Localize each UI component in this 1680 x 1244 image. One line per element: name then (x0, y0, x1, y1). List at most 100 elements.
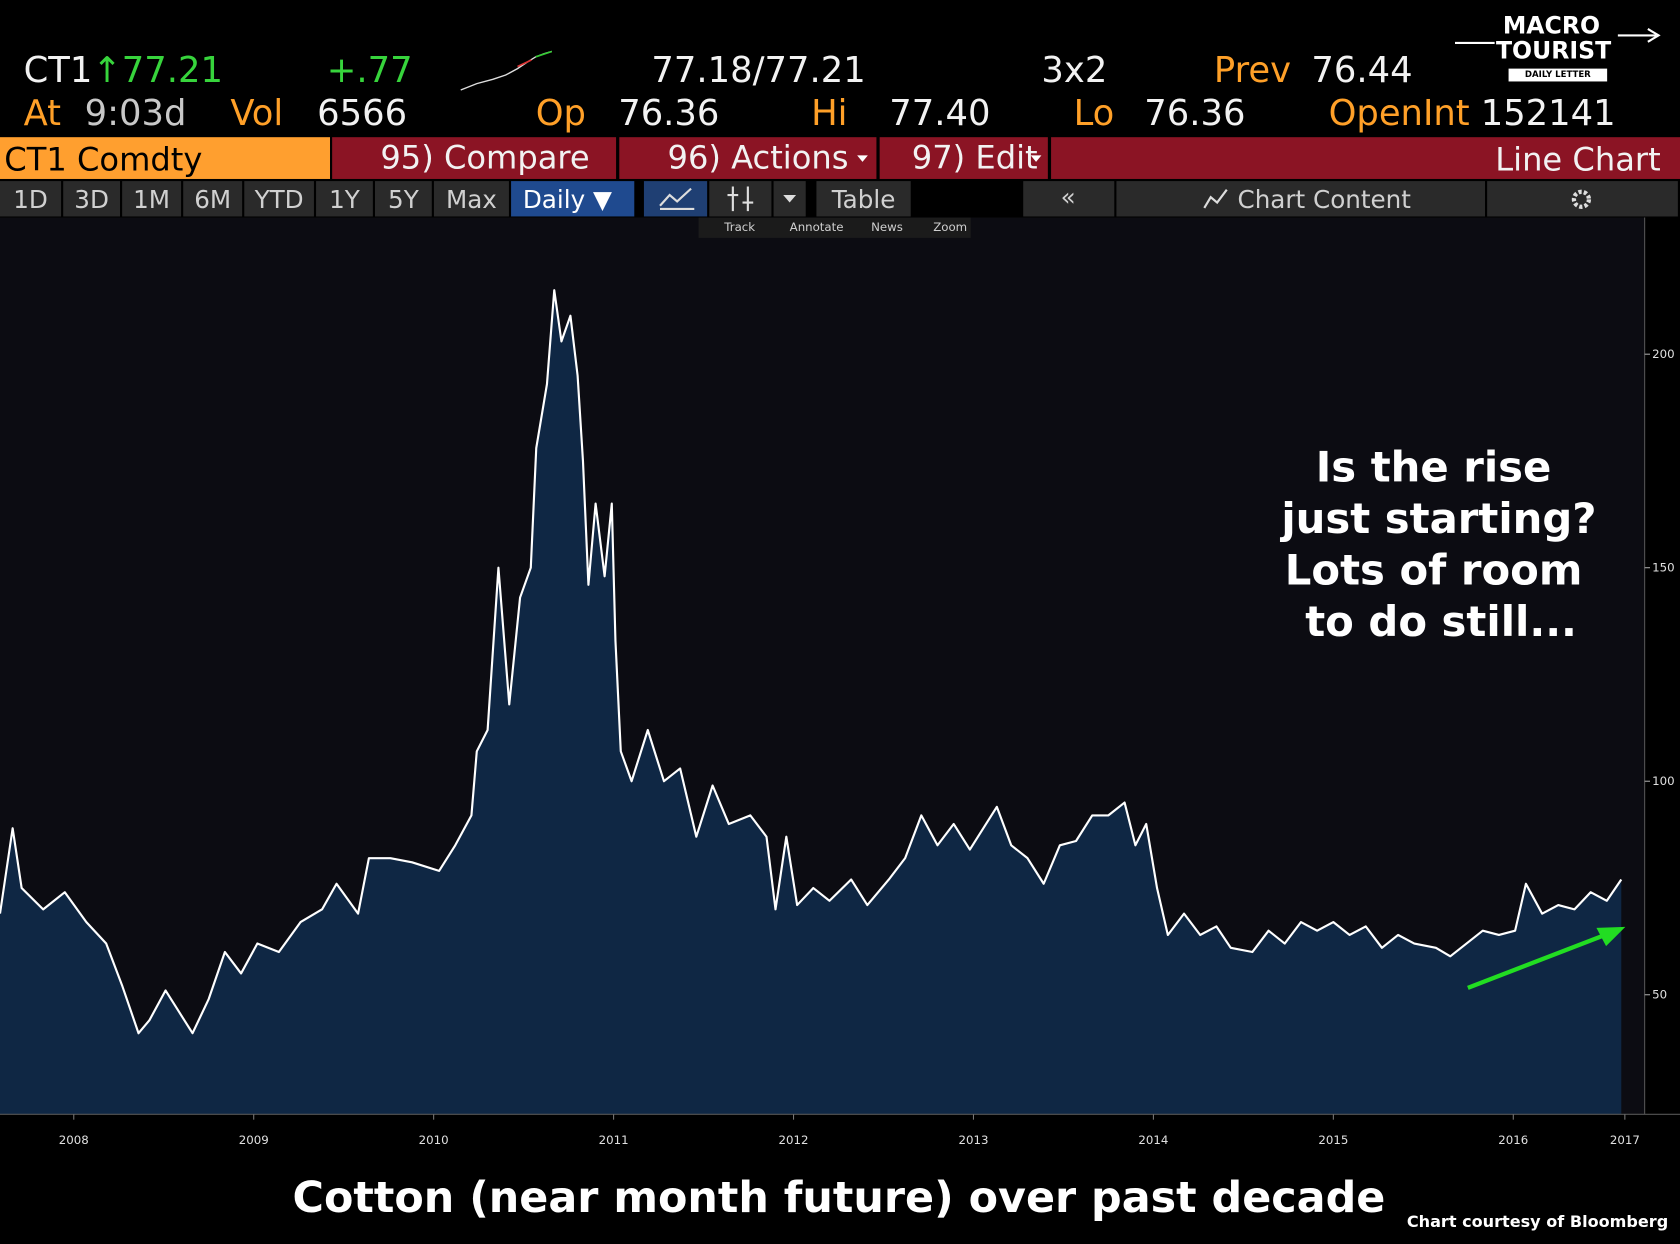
range-label[interactable]: 6M (194, 185, 231, 214)
toolbar: 1D 3D 1M 6M YTD 1Y 5Y Max Daily ▼ (0, 181, 635, 217)
y-tick-label: 200 (1652, 347, 1674, 361)
bid-ask: 77.18/77.21 (651, 50, 865, 91)
open: 76.36 (618, 93, 719, 134)
actions-button[interactable] (619, 137, 877, 179)
settings-button[interactable] (1487, 181, 1678, 217)
frequency[interactable]: Daily ▼ (523, 185, 612, 214)
plot: 50 100 150 200 2008 2009 2010 2011 2012 2013 2014 2… (0, 217, 1680, 1147)
bars-button[interactable] (709, 181, 772, 217)
x-tick-label: 2013 (958, 1133, 988, 1147)
chart-content[interactable]: Chart Content (1238, 185, 1412, 214)
frequency-button[interactable] (511, 181, 635, 217)
open-label: Op (536, 93, 586, 134)
size: 3x2 (1041, 50, 1107, 91)
tool-label[interactable]: Track (723, 220, 755, 234)
security[interactable]: CT1 Comdty (4, 141, 202, 179)
high: 77.40 (889, 93, 990, 134)
compare-button[interactable] (332, 137, 617, 179)
dropdown-caret (1030, 155, 1042, 162)
edit[interactable]: 97) Edit (912, 139, 1038, 177)
logo-tagline: DAILY LETTER (1525, 70, 1591, 80)
view: Line Chart (1495, 141, 1660, 179)
range-button[interactable] (316, 181, 373, 217)
gear-icon (1571, 189, 1592, 209)
tools: Track Annotate News Zoom (723, 220, 967, 234)
vol-label: Vol (230, 93, 283, 134)
trend-arrow (1467, 933, 1605, 990)
open-interest: 152141 (1481, 93, 1616, 134)
dropdown-caret (783, 195, 797, 203)
credit: Chart courtesy of Bloomberg (1407, 1212, 1668, 1231)
table-button[interactable] (816, 181, 911, 217)
annotation: to do still... (1305, 597, 1577, 646)
low-label: Lo (1074, 93, 1115, 134)
range-button[interactable] (433, 181, 509, 217)
x-tick-label: 2012 (779, 1133, 809, 1147)
x-tick-label: 2017 (1610, 1133, 1640, 1147)
collapse[interactable]: « (1061, 183, 1076, 212)
view-bar (1051, 137, 1680, 179)
range-button[interactable] (183, 181, 243, 217)
security-field[interactable] (0, 137, 330, 179)
table[interactable]: Table (831, 185, 896, 214)
range-label[interactable]: Max (446, 185, 497, 214)
x-tick-label: 2014 (1138, 1133, 1168, 1147)
range-button[interactable] (0, 181, 62, 217)
sparkline-segment (517, 59, 532, 68)
range-label[interactable]: YTD (254, 185, 304, 214)
high-label: Hi (811, 93, 847, 134)
logo-line2: TOURIST (1496, 36, 1611, 64)
range-button[interactable] (375, 181, 432, 217)
y-tick-label: 50 (1652, 988, 1667, 1002)
x-tick-label: 2008 (59, 1133, 89, 1147)
y-tick-label: 100 (1652, 774, 1674, 788)
tool-label[interactable]: News (871, 220, 903, 234)
range-button[interactable] (63, 181, 120, 217)
x-tick-label: 2016 (1498, 1133, 1528, 1147)
bars-icon (727, 186, 754, 212)
caption: Cotton (near month future) over past dec… (293, 1173, 1386, 1223)
area-fill (0, 290, 1622, 1115)
x-tick-label: 2011 (599, 1133, 629, 1147)
prev-label: Prev (1214, 50, 1291, 91)
edit-button[interactable] (879, 137, 1048, 179)
logo-band (1508, 68, 1608, 82)
annotation: Lots of room (1285, 546, 1583, 595)
content-button[interactable] (1116, 181, 1485, 217)
time-label: At (24, 93, 62, 134)
content-icon (1203, 189, 1228, 209)
tool-label[interactable]: Zoom (933, 220, 967, 234)
price-line (0, 289, 1623, 1035)
prev-value: 76.44 (1311, 50, 1412, 91)
x-tick-label: 2015 (1318, 1133, 1348, 1147)
annotation: Is the rise (1316, 443, 1552, 492)
range-label[interactable]: 1M (133, 185, 170, 214)
collapse-button[interactable] (1023, 181, 1115, 217)
range-button[interactable] (244, 181, 314, 217)
trend-arrow-head (1596, 926, 1626, 947)
range-label[interactable]: 5Y (388, 185, 420, 214)
time: 9:03d (85, 93, 187, 134)
logo: MACRO TOURIST DAILY LETTER (1455, 12, 1661, 82)
range-label[interactable]: 1D (13, 185, 48, 214)
x-tick-label: 2009 (239, 1133, 269, 1147)
range-label[interactable]: 3D (74, 185, 109, 214)
range-label[interactable]: 1Y (329, 185, 361, 214)
tool-strip (698, 217, 971, 238)
compare[interactable]: 95) Compare (380, 139, 589, 177)
y-tick-label: 150 (1652, 561, 1674, 575)
tool-label[interactable]: Annotate (790, 220, 844, 234)
annotation: just starting? (1279, 494, 1596, 543)
last-price: ↑77.21 (92, 50, 223, 91)
x-tick-label: 2010 (419, 1133, 449, 1147)
range-button[interactable] (122, 181, 182, 217)
logo-arrow (1647, 28, 1661, 43)
change: +.77 (327, 50, 413, 91)
oi-label: OpenInt (1329, 93, 1470, 134)
ticker: CT1 (24, 50, 93, 91)
dropdown-caret (857, 155, 868, 162)
low: 76.36 (1144, 93, 1245, 134)
actions[interactable]: 96) Actions (668, 139, 849, 177)
